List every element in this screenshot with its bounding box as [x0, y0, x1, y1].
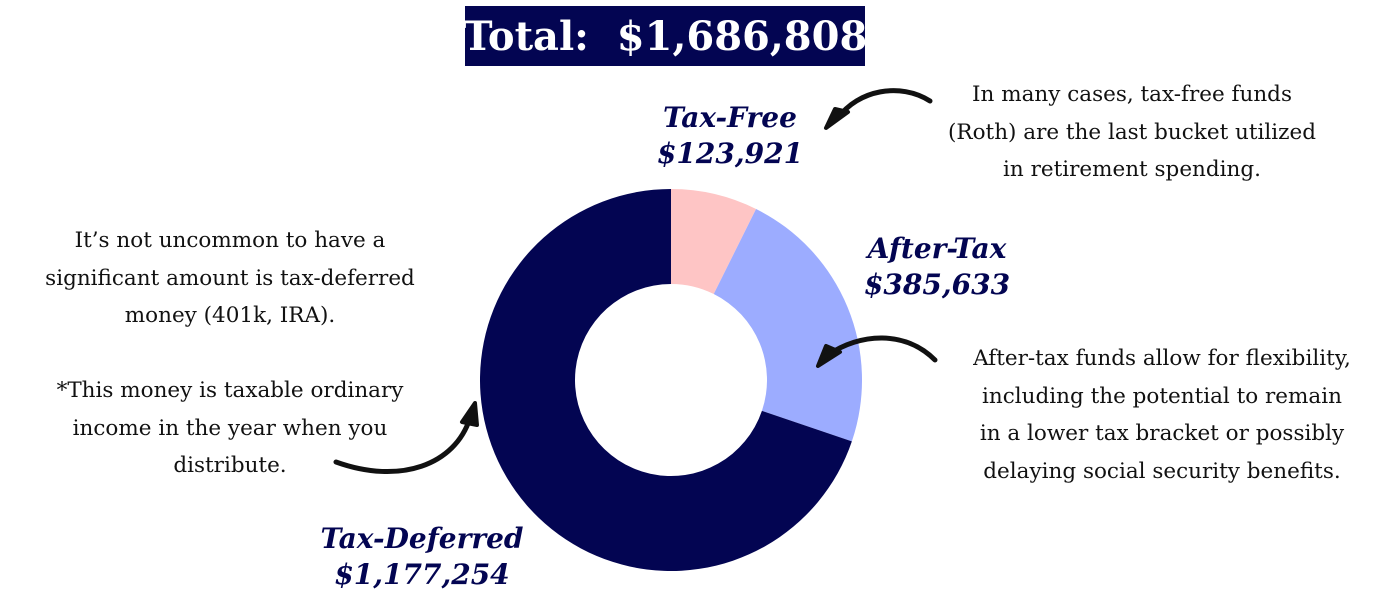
arrow-after-tax-head — [816, 344, 842, 368]
note-line: (Roth) are the last bucket utilized — [948, 119, 1316, 145]
slice-after-tax — [713, 208, 863, 442]
note-line: income in the year when you — [72, 415, 388, 441]
label-tax-deferred-value: $1,177,254 — [334, 558, 510, 591]
note-line: In many cases, tax-free funds — [972, 82, 1292, 107]
note-line: After-tax funds allow for flexibility, — [973, 346, 1351, 371]
label-tax-free-value: $123,921 — [656, 137, 804, 170]
label-after-tax-value: $385,633 — [863, 268, 1011, 301]
note-line: including the potential to remain — [982, 383, 1342, 409]
note-line: It’s not uncommon to have a — [74, 228, 386, 253]
note-taxable: *This money is taxable ordinary income i… — [10, 372, 450, 485]
arrow-after-tax — [825, 335, 938, 363]
label-tax-free-name: Tax-Free — [663, 101, 797, 134]
slice-tax-deferred — [480, 189, 852, 571]
label-after-tax-name: After-Tax — [867, 232, 1007, 265]
note-line: significant amount is tax-deferred — [45, 265, 415, 291]
note-tax-free: In many cases, tax-free funds (Roth) are… — [912, 76, 1352, 189]
note-line: delaying social security benefits. — [983, 458, 1341, 484]
note-line: in a lower tax bracket or possibly — [979, 421, 1345, 446]
label-tax-free: Tax-Free $123,921 — [620, 100, 840, 172]
slice-tax-free — [671, 189, 757, 295]
note-line: *This money is taxable ordinary — [56, 378, 404, 403]
label-tax-deferred: Tax-Deferred $1,177,254 — [282, 521, 562, 593]
note-tax-deferred: It’s not uncommon to have a significant … — [10, 222, 450, 335]
label-tax-deferred-name: Tax-Deferred — [320, 522, 524, 555]
arrow-tax-deferred — [333, 415, 473, 475]
total-title: Total: $1,686,808 — [463, 6, 867, 66]
note-line: distribute. — [173, 453, 287, 478]
note-after-tax: After-tax funds allow for flexibility, i… — [942, 340, 1382, 490]
note-line: money (401k, IRA). — [124, 303, 336, 328]
label-after-tax: After-Tax $385,633 — [827, 231, 1047, 303]
arrow-tax-deferred-head — [460, 401, 479, 427]
arrow-tax-free-head — [824, 107, 850, 130]
note-line: in retirement spending. — [1003, 157, 1261, 182]
